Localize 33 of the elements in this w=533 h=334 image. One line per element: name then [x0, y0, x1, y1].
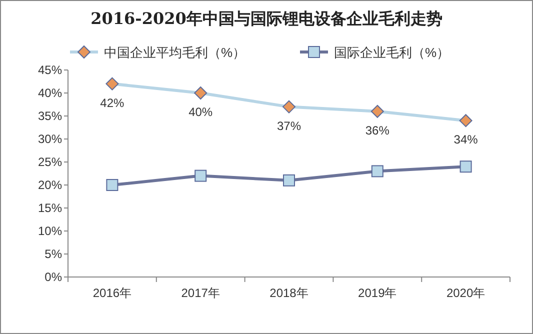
x-tick-label: 2016年	[92, 286, 132, 300]
y-tick-label: 15%	[38, 201, 62, 215]
point	[460, 160, 472, 173]
point	[283, 174, 295, 186]
y-tick-label: 45%	[38, 63, 62, 77]
data-label: 37%	[276, 118, 302, 133]
x-tick-label: 2017年	[181, 286, 220, 300]
legend-label: 中国企业平均毛利（%）	[104, 45, 246, 60]
y-tick-label: 0%	[44, 270, 62, 284]
y-tick-label: 10%	[38, 224, 62, 238]
y-tick-label: 25%	[38, 155, 62, 169]
point	[106, 179, 118, 191]
y-tick-label: 5%	[44, 247, 62, 261]
y-tick-label: 30%	[38, 132, 62, 146]
legend-label: 国际企业毛利（%）	[334, 45, 450, 60]
data-label: 36%	[365, 123, 390, 138]
point	[106, 77, 119, 90]
y-tick-label: 35%	[38, 109, 62, 123]
y-tick-label: 40%	[38, 86, 62, 100]
x-tick-label: 2020年	[446, 286, 486, 300]
point	[459, 114, 472, 128]
point	[194, 170, 207, 182]
point	[370, 104, 384, 118]
data-label: 40%	[188, 105, 213, 119]
x-tick-label: 2018年	[270, 286, 308, 300]
y-tick-label: 20%	[38, 178, 62, 192]
data-label: 42%	[100, 96, 125, 110]
chart-title: 2016-2020年中国与国际锂电设备企业毛利走势	[90, 9, 442, 28]
point	[371, 165, 384, 178]
x-tick-label: 2019年	[358, 286, 397, 300]
point	[282, 100, 296, 114]
point	[194, 86, 208, 100]
data-label: 34%	[454, 132, 478, 147]
